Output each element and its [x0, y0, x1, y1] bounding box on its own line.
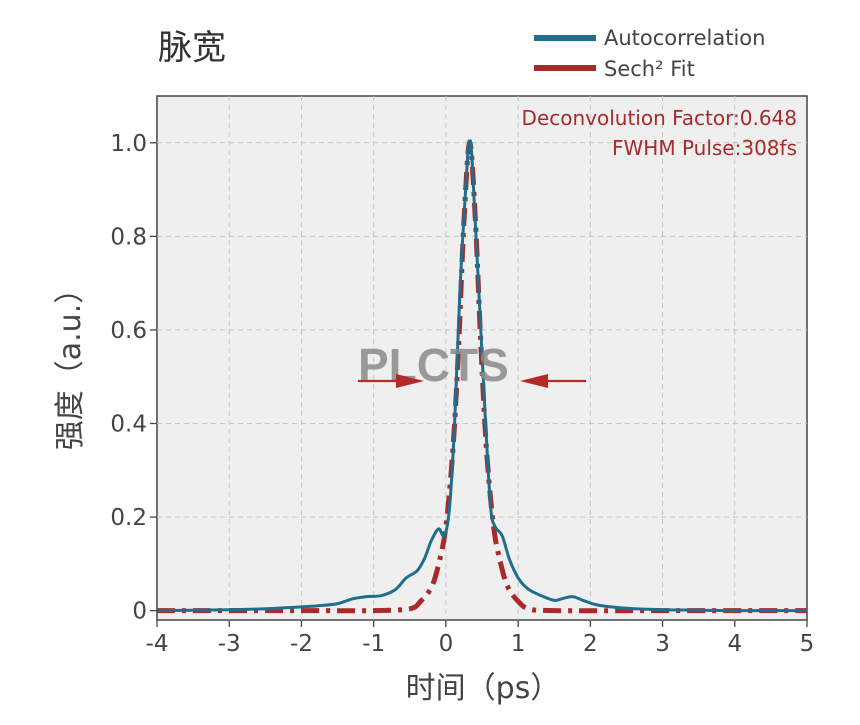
x-tick-label: 4	[727, 631, 742, 657]
fwhm-left-arrow-head	[396, 374, 424, 388]
x-tick-label: 1	[511, 631, 526, 657]
fwhm-right-arrow-head	[520, 374, 548, 388]
series-layer	[157, 139, 807, 614]
y-tick-label: 1.0	[110, 131, 147, 157]
fwhm-pulse-annotation: FWHM Pulse:308fs	[612, 136, 797, 160]
x-tick-label: -2	[290, 631, 313, 657]
autocorrelation-line	[157, 139, 807, 613]
legend: Autocorrelation Sech² Fit	[534, 26, 765, 81]
chart-title: 脉宽	[158, 28, 226, 68]
x-tick-label: 2	[583, 631, 598, 657]
x-axis-label: 时间（ps）	[406, 671, 561, 706]
watermark-logo: PLCTS	[358, 339, 509, 391]
y-axis-label: 强度（a.u.）	[53, 274, 88, 450]
y-axis-ticks: 0 0.2 0.4 0.6 0.8 1.0	[110, 131, 157, 625]
y-tick-label: 0	[132, 599, 147, 625]
y-tick-label: 0.4	[110, 412, 147, 438]
x-tick-label: -1	[362, 631, 385, 657]
x-tick-label: 5	[800, 631, 815, 657]
x-tick-label: 3	[655, 631, 670, 657]
fwhm-arrows	[358, 374, 586, 388]
x-axis-ticks: -4 -3 -2 -1 0 1 2 3 4 5	[146, 620, 815, 657]
grid-lines	[157, 96, 807, 620]
deconvolution-factor-annotation: Deconvolution Factor:0.648	[522, 106, 797, 130]
y-tick-label: 0.2	[110, 505, 147, 531]
legend-autocorrelation-label: Autocorrelation	[604, 26, 765, 50]
x-tick-label: 0	[439, 631, 454, 657]
y-tick-label: 0.6	[110, 318, 147, 344]
y-tick-label: 0.8	[110, 224, 147, 250]
x-tick-label: -3	[218, 631, 241, 657]
x-tick-label: -4	[146, 631, 169, 657]
legend-sech2-fit-label: Sech² Fit	[604, 57, 695, 81]
